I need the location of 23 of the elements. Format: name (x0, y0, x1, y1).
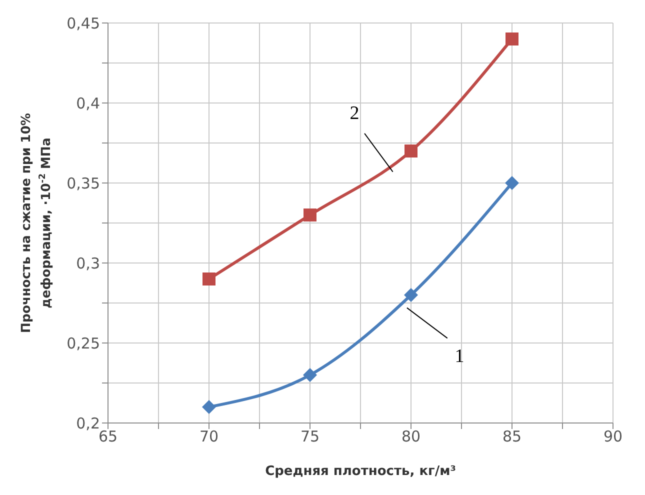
y-tick-label: 0,25 (66, 334, 100, 352)
x-tick-label: 90 (603, 428, 623, 446)
point (202, 272, 216, 286)
x-tick-label: 70 (199, 428, 219, 446)
y-tick-label: 0,4 (76, 94, 100, 112)
x-tick-label: 80 (401, 428, 421, 446)
y-tick-label: 0,35 (66, 174, 100, 192)
text: 2 (350, 103, 360, 124)
y-tick-label: 0,3 (76, 254, 100, 272)
y-tick-label: 0,2 (76, 414, 100, 432)
point (304, 208, 316, 222)
point (404, 144, 418, 158)
point (506, 32, 518, 46)
point (404, 288, 418, 302)
point (202, 400, 216, 414)
y-tick-label: 0,45 (66, 14, 100, 32)
text: 1 (454, 346, 464, 368)
x-tick-label: 75 (300, 428, 320, 446)
point (505, 176, 519, 190)
x-axis-title: Средняя плотность, кг/м³ (265, 464, 456, 479)
x-tick-label: 65 (98, 428, 118, 446)
x-tick-label: 85 (502, 428, 522, 446)
point (303, 368, 317, 382)
